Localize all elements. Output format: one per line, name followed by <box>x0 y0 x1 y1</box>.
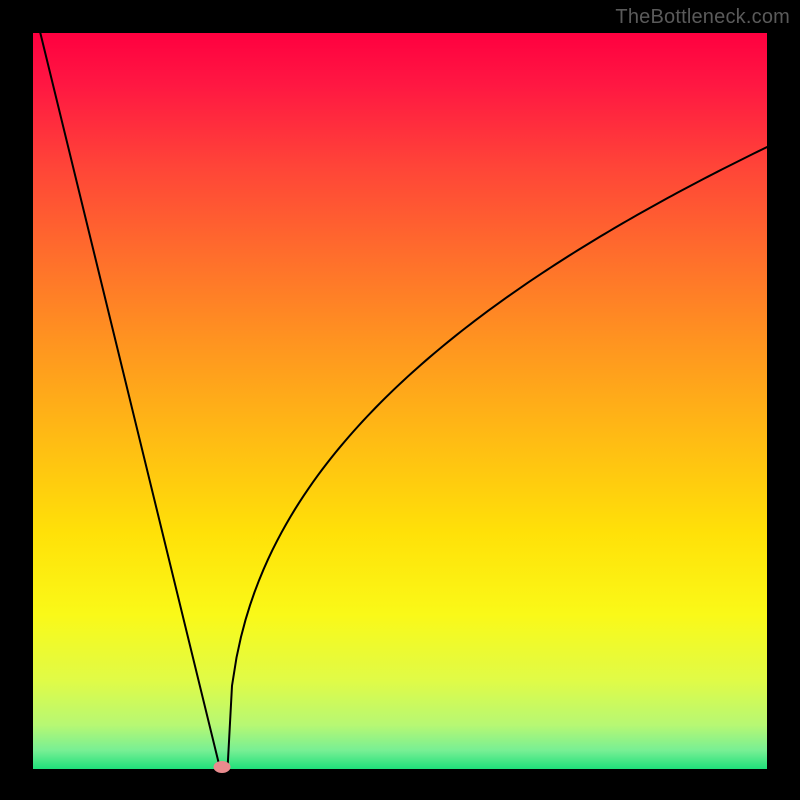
watermark-text: TheBottleneck.com <box>615 6 790 29</box>
chart-container: TheBottleneck.com <box>0 0 800 800</box>
plot-gradient-area <box>33 33 767 769</box>
minimum-marker <box>214 761 231 773</box>
